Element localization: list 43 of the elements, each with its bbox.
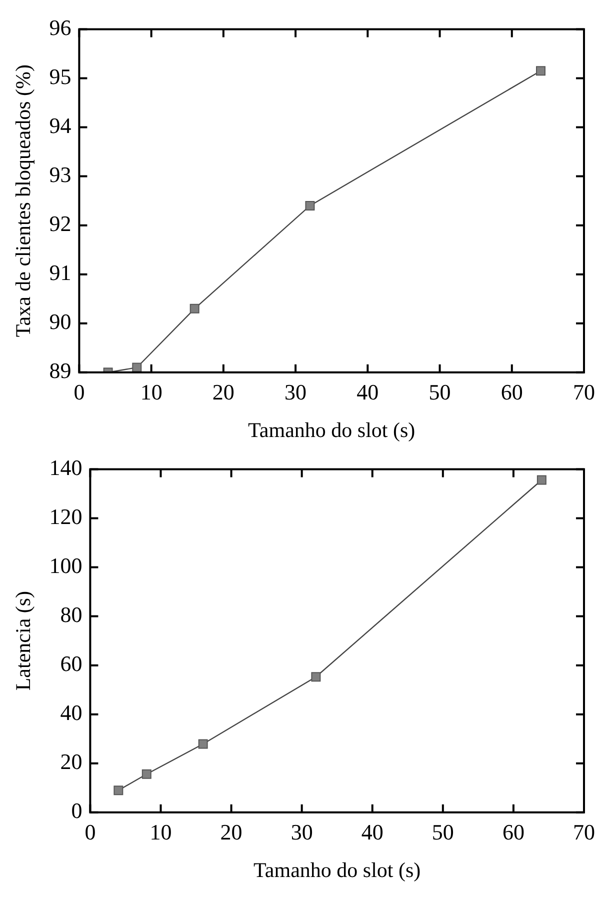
x-tick-label: 60	[500, 379, 523, 404]
x-tick-label: 50	[432, 819, 454, 844]
point	[305, 200, 315, 210]
x-axis-title: Tamanho do slot (s)	[254, 858, 421, 882]
x-tick-label: 30	[290, 819, 313, 844]
y-tick-label: 140	[49, 454, 82, 480]
x-tick-label: 70	[573, 379, 595, 404]
x-tick-label: 70	[573, 819, 595, 844]
x-tick-label: 40	[356, 379, 379, 404]
x-axis-title: Tamanho do slot (s)	[248, 418, 416, 442]
y-tick-label: 20	[60, 749, 82, 774]
point	[536, 475, 546, 485]
point	[198, 739, 208, 749]
y-tick-label: 0	[71, 798, 82, 824]
y-tick-label: 93	[49, 162, 72, 188]
y-tick-label: 89	[49, 358, 72, 384]
x-tick-label: 60	[502, 819, 524, 844]
x-tick-label: 10	[140, 379, 162, 404]
x-tick-label: 20	[212, 379, 234, 404]
y-tick-label: 94	[49, 113, 72, 138]
y-tick-label: 90	[49, 309, 72, 334]
y-tick-label: 40	[60, 700, 82, 726]
y-tick-label: 96	[49, 14, 72, 40]
y-tick-label: 91	[49, 260, 72, 286]
y-tick-label: 120	[49, 504, 82, 530]
y-tick-label: 95	[49, 64, 72, 90]
point	[311, 672, 321, 682]
point	[114, 786, 124, 796]
x-tick-label: 50	[428, 379, 451, 404]
y-tick-label: 60	[60, 651, 82, 676]
point	[536, 66, 546, 76]
point	[142, 769, 152, 779]
x-tick-label: 40	[361, 819, 384, 844]
y-axis-title: Taxa de clientes bloqueados (%)	[11, 64, 36, 338]
y-axis-title: Latencia (s)	[11, 590, 36, 691]
y-tick-label: 100	[49, 553, 82, 578]
y-tick-label: 80	[60, 602, 82, 628]
point	[132, 362, 142, 372]
x-tick-label: 10	[150, 819, 172, 844]
point	[190, 304, 200, 314]
y-tick-label: 92	[49, 211, 72, 236]
x-tick-label: 30	[284, 379, 307, 404]
x-tick-label: 20	[220, 819, 242, 844]
